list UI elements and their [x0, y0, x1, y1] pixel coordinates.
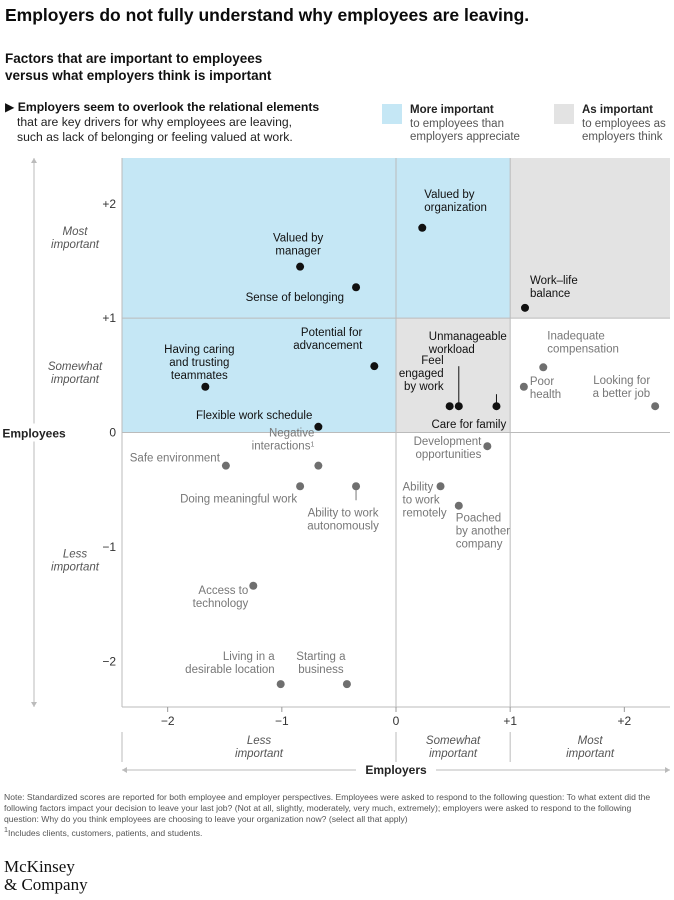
y-band-label: Somewhat important — [48, 361, 103, 386]
point-work-life-balance — [521, 303, 530, 312]
label-sense-of-belonging: Sense of belonging — [246, 292, 344, 304]
label-starting-a-business: Starting a business — [296, 651, 346, 676]
y-tick-label: +1 — [102, 311, 116, 325]
point-living-in-a-desirable-location — [276, 680, 285, 689]
region-as-important-2 — [510, 158, 670, 319]
legend-swatch-more-important — [382, 104, 402, 124]
label-negative-interactions: Negative interactions1 — [252, 428, 315, 453]
point-care-for-family — [492, 402, 501, 411]
point-unmanageable-workload — [454, 402, 463, 411]
chart-regions — [122, 158, 670, 433]
region-more-important-0 — [122, 158, 511, 319]
y-axis-label: Employees — [2, 427, 66, 441]
y-band-label: Most important — [51, 226, 100, 251]
y-tick-label: +2 — [102, 197, 116, 211]
footnote: Note: Standardized scores are reported f… — [4, 792, 668, 839]
label-unmanageable-workload: Unmanageable workload — [428, 331, 507, 356]
point-starting-a-business — [342, 680, 351, 689]
label-work-life-balance: Work–life balance — [530, 275, 578, 300]
point-valued-by-organization — [418, 223, 427, 232]
label-safe-environment: Safe environment — [130, 453, 221, 465]
footnote-note: Note: Standardized scores are reported f… — [4, 792, 651, 824]
label-potential-for-advancement: Potential for advancement — [293, 327, 363, 352]
point-ability-to-work-remotely — [436, 482, 445, 491]
point-looking-for-a-better-job — [651, 402, 660, 411]
label-poor-health: Poor health — [530, 376, 561, 401]
label-feel-engaged-by-work: Feel engaged by work — [399, 355, 444, 393]
point-poached-by-another-company — [454, 501, 463, 510]
label-living-in-a-desirable-location: Living in a desirable location — [185, 651, 275, 676]
legend-swatch-as-important — [554, 104, 574, 124]
point-feel-engaged-by-work — [445, 402, 454, 411]
point-valued-by-manager — [296, 262, 305, 271]
point-poor-health — [519, 382, 528, 391]
scatter-chart: −2 −1 0 +1 +2 +2 +1 0 −1 −2 Less important Somewhat i… — [2, 158, 670, 778]
chart-axes: −2 −1 0 +1 +2 +2 +1 0 −1 −2 Less important Somewhat i… — [2, 158, 670, 778]
key-takeaway: ▶ Employers seem to overlook the relatio… — [5, 100, 345, 145]
legend-text-as-important: As important to employees as employers t… — [582, 104, 666, 143]
label-access-to-technology: Access to technology — [193, 585, 249, 610]
key-marker-icon: ▶ — [5, 100, 15, 114]
x-tick-label: 0 — [393, 714, 400, 728]
label-doing-meaningful-work: Doing meaningful work — [180, 493, 297, 505]
y-band-label: Less important — [51, 549, 100, 574]
point-doing-meaningful-work — [296, 482, 305, 491]
label-care-for-family: Care for family — [431, 419, 506, 431]
label-inadequate-compensation: Inadequate compensation — [547, 330, 619, 355]
y-tick-label: −2 — [102, 654, 116, 668]
point-flexible-work-schedule — [314, 422, 323, 431]
label-valued-by-organization: Valued by organization — [424, 189, 487, 214]
x-band-label: Less important — [235, 735, 284, 760]
x-tick-label: +1 — [503, 714, 517, 728]
region-as-important-3 — [396, 318, 511, 433]
y-axis-label-bg — [2, 423, 66, 442]
key-takeaway-bold: Employers seem to overlook the relationa… — [17, 100, 320, 114]
y-tick-label: −1 — [102, 540, 116, 554]
subtitle-line-1: Factors that are important to employees — [5, 51, 263, 66]
x-band-label: Somewhat important — [426, 735, 481, 760]
label-flexible-work-schedule: Flexible work schedule — [196, 410, 312, 422]
point-sense-of-belonging — [352, 283, 361, 292]
point-negative-interactions — [314, 461, 323, 470]
footnote-1: 1Includes clients, customers, patients, … — [4, 826, 203, 838]
x-tick-label: +2 — [617, 714, 631, 728]
label-ability-to-work-autonomously: Ability to work autonomously — [307, 507, 379, 532]
point-safe-environment — [221, 461, 230, 470]
x-tick-label: −1 — [275, 714, 289, 728]
x-axis-label-bg — [356, 762, 436, 778]
legend-more-important: More important to employees than employe… — [382, 104, 540, 145]
point-potential-for-advancement — [370, 362, 379, 371]
label-having-caring-and-trusting-teammates: Having caring and trusting teammates — [164, 344, 234, 382]
x-axis-label: Employers — [365, 763, 427, 777]
label-looking-for-a-better-job: Looking for a better job — [593, 375, 651, 400]
mckinsey-logo: McKinsey & Company — [4, 857, 88, 894]
chart-title: Employers do not fully understand why em… — [5, 5, 530, 25]
point-access-to-technology — [249, 581, 258, 590]
chart-gridlines — [122, 158, 670, 707]
subtitle-line-2: versus what employers think is important — [5, 68, 272, 83]
legend-as-important: As important to employees as employers t… — [554, 104, 674, 145]
label-poached-by-another-company: Poached by another company — [456, 513, 511, 551]
label-ability-to-work-remotely: Ability to work remotely — [403, 481, 447, 519]
key-takeaway-line-2: that are key drivers for why employees a… — [17, 115, 293, 129]
chart-subtitle: Factors that are important to employees … — [5, 50, 325, 84]
point-having-caring-and-trusting-teammates — [201, 382, 210, 391]
label-valued-by-manager: Valued by manager — [273, 233, 324, 258]
key-takeaway-line-3: such as lack of belonging or feeling val… — [17, 130, 293, 144]
point-development-opportunities — [483, 442, 492, 451]
x-tick-label: −2 — [161, 714, 175, 728]
legend-text-more-important: More important to employees than employe… — [410, 104, 520, 143]
label-development-opportunities: Development opportunities — [414, 436, 483, 461]
y-tick-label: 0 — [109, 426, 116, 440]
chart-points: Valued by organization Valued by manager Sen… — [130, 189, 660, 689]
x-band-label: Most important — [566, 735, 615, 760]
point-ability-to-work-autonomously — [352, 482, 361, 491]
region-more-important-1 — [122, 318, 396, 433]
point-inadequate-compensation — [539, 363, 548, 372]
